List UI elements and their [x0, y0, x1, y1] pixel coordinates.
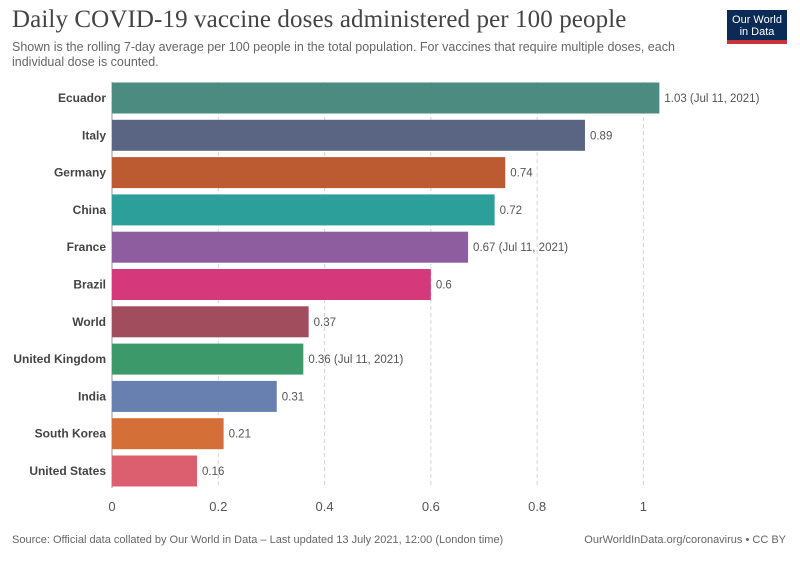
- bar: [112, 269, 431, 300]
- bar: [112, 455, 198, 487]
- owid-logo[interactable]: Our World in Data: [727, 10, 787, 44]
- category-label: Brazil: [73, 278, 106, 292]
- value-label: 0.31: [282, 391, 304, 403]
- bar: [112, 119, 585, 151]
- bar: [112, 157, 506, 189]
- chart-subtitle: Shown is the rolling 7-day average per 1…: [12, 40, 675, 69]
- bar: [112, 194, 495, 226]
- value-label: 0.37: [314, 317, 336, 329]
- category-label: Ecuador: [58, 91, 106, 105]
- x-tick-label: 1: [640, 499, 647, 514]
- bar: [112, 82, 660, 114]
- x-tick-label: 0.8: [528, 499, 546, 514]
- x-tick-label: 0.4: [316, 499, 334, 514]
- value-label: 0.74: [510, 168, 533, 180]
- chart-title: Daily COVID-19 vaccine doses administere…: [12, 6, 627, 33]
- x-tick-label: 0.2: [209, 499, 227, 514]
- value-label: 0.36 (Jul 11, 2021): [308, 354, 403, 366]
- bar: [112, 343, 304, 375]
- x-tick-label: 0.6: [422, 499, 440, 514]
- x-tick-label: 0: [108, 499, 115, 514]
- value-label: 0.89: [590, 130, 612, 142]
- value-label: 0.16: [202, 466, 224, 478]
- bar: [112, 231, 469, 263]
- value-label: 0.6: [436, 280, 452, 292]
- bar: [112, 418, 224, 450]
- credit-link[interactable]: OurWorldInData.org/coronavirus • CC BY: [584, 534, 786, 546]
- value-label: 0.72: [500, 205, 522, 217]
- category-label: South Korea: [35, 427, 107, 441]
- value-label: 0.67 (Jul 11, 2021): [473, 242, 568, 254]
- category-label: World: [72, 315, 106, 329]
- category-label: United Kingdom: [13, 352, 106, 366]
- value-label: 1.03 (Jul 11, 2021): [664, 93, 759, 105]
- category-label: China: [73, 203, 107, 217]
- bar: [112, 380, 277, 412]
- category-label: United States: [29, 464, 106, 478]
- value-label: 0.21: [229, 429, 251, 441]
- logo-line-1: Our World: [732, 14, 782, 26]
- category-label: Italy: [82, 128, 106, 142]
- category-label: France: [67, 240, 107, 254]
- category-label: India: [78, 389, 106, 403]
- source-note: Source: Official data collated by Our Wo…: [12, 534, 504, 546]
- category-label: Germany: [54, 166, 106, 180]
- logo-line-2: in Data: [739, 26, 775, 38]
- bar: [112, 306, 309, 338]
